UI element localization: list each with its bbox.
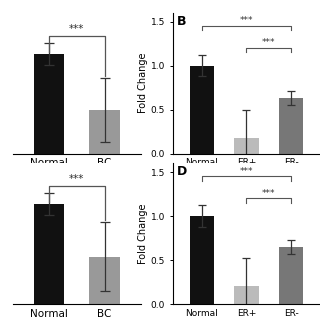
Text: ***: *** (240, 16, 253, 25)
Bar (34, 204, 64, 304)
Text: ***: *** (262, 38, 276, 47)
Text: ***: *** (69, 24, 84, 34)
Bar (234, 138, 259, 154)
Bar (89, 110, 120, 154)
Text: B: B (177, 14, 187, 28)
Bar (279, 98, 303, 154)
Bar (34, 54, 64, 154)
Text: ***: *** (240, 166, 253, 175)
Text: ***: *** (262, 188, 276, 197)
Text: ***: *** (69, 174, 84, 184)
Y-axis label: Fold Change: Fold Change (138, 203, 148, 264)
Bar (189, 66, 214, 154)
Text: D: D (177, 165, 188, 178)
Y-axis label: Fold Change: Fold Change (138, 53, 148, 114)
Bar (234, 286, 259, 304)
Bar (279, 247, 303, 304)
Bar (189, 216, 214, 304)
Bar (89, 257, 120, 304)
